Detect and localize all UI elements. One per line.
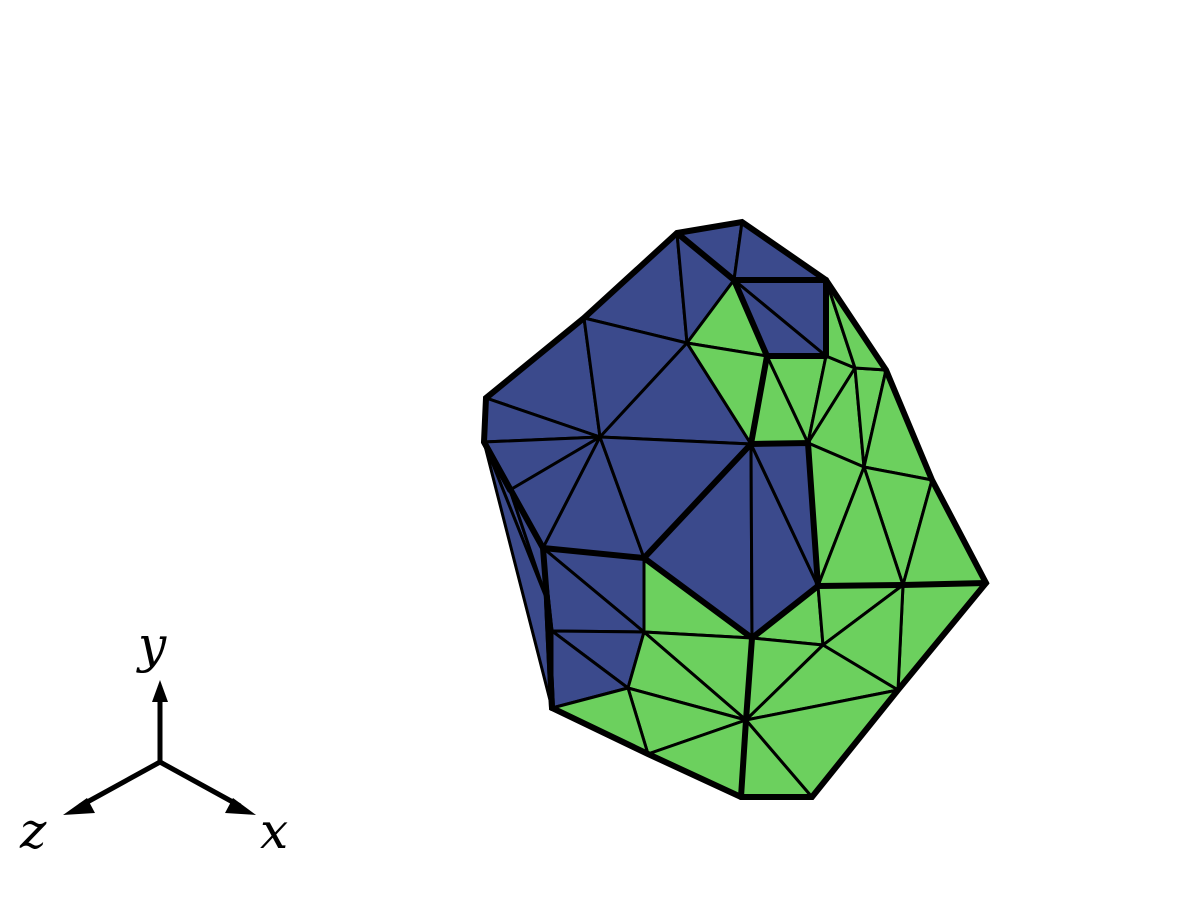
z-arrowhead-icon (63, 798, 95, 815)
boundary-line-10 (815, 580, 989, 589)
axis-triad: y x z (19, 616, 288, 860)
boundary-line-5 (748, 353, 770, 447)
boundary-line-8 (544, 597, 555, 711)
y-axis-label: y (136, 616, 167, 674)
boundary-line-6 (748, 439, 821, 589)
z-axis-label: z (19, 802, 47, 860)
boundary-line-12 (481, 439, 513, 493)
boundary-line-2 (731, 277, 770, 359)
y-arrowhead-icon (152, 680, 168, 702)
z-axis-arrow (78, 759, 162, 809)
boundary-line-11 (738, 635, 755, 800)
x-arrowhead-icon (225, 798, 256, 815)
triangulated-polyhedron (480, 218, 990, 800)
x-axis-label: x (260, 802, 288, 860)
x-axis-arrow (158, 759, 242, 809)
